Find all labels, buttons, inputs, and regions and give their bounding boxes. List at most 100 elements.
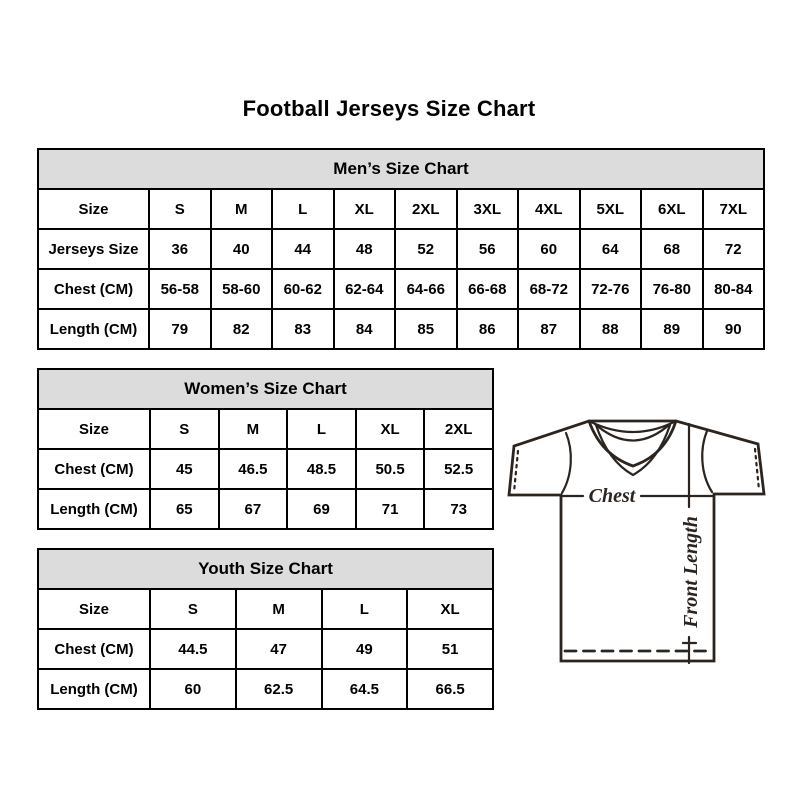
size-value-cell: 56	[455, 228, 519, 270]
size-value-cell: 72	[701, 228, 765, 270]
size-value-cell: 64-66	[394, 268, 458, 310]
size-value-cell: 71	[354, 488, 426, 530]
size-value-cell: XL	[332, 188, 396, 230]
collar-back-arc-outer	[589, 420, 676, 434]
row-label-cell: Chest (CM)	[37, 448, 151, 490]
size-value-cell: 52.5	[423, 448, 494, 490]
row-label-cell: Size	[37, 588, 151, 630]
size-value-cell: 60-62	[271, 268, 335, 310]
size-value-cell: M	[234, 588, 323, 630]
size-value-cell: 64	[578, 228, 642, 270]
table-row: Length (CM) 60 62.5 64.5 66.5	[37, 668, 494, 710]
size-value-cell: 69	[286, 488, 357, 530]
armhole-seam-left	[560, 431, 572, 495]
size-value-cell: 80-84	[701, 268, 765, 310]
cuff-stitch-right	[753, 447, 761, 492]
size-value-cell: 58-60	[209, 268, 273, 310]
size-value-cell: 40	[209, 228, 273, 270]
size-value-cell: S	[149, 408, 220, 450]
size-value-cell: 66-68	[455, 268, 519, 310]
size-value-cell: 65	[149, 488, 220, 530]
table-row: Chest (CM) 44.5 47 49 51	[37, 628, 494, 670]
chest-label: Chest	[589, 485, 637, 507]
size-value-cell: L	[286, 408, 357, 450]
size-value-cell: 62-64	[332, 268, 396, 310]
size-value-cell: 52	[394, 228, 458, 270]
size-value-cell: L	[271, 188, 335, 230]
table-row: Jerseys Size 36 40 44 48 52 56 60 64 68 72	[37, 228, 765, 270]
row-label-cell: Length (CM)	[37, 668, 151, 710]
size-value-cell: 2XL	[423, 408, 494, 450]
cuff-stitch-left	[512, 449, 520, 494]
size-value-cell: 3XL	[455, 188, 519, 230]
size-value-cell: 36	[148, 228, 212, 270]
size-value-cell: 67	[217, 488, 289, 530]
front-length-label: Front Length	[680, 516, 702, 629]
size-value-cell: M	[217, 408, 289, 450]
row-label-cell: Length (CM)	[37, 308, 150, 350]
size-value-cell: 73	[423, 488, 494, 530]
row-label-cell: Size	[37, 188, 150, 230]
size-value-cell: 85	[394, 308, 458, 350]
size-value-cell: 47	[234, 628, 323, 670]
table-title: Women’s Size Chart	[37, 368, 494, 410]
table-title: Youth Size Chart	[37, 548, 494, 590]
jersey-diagram-svg: Chest Front Length	[507, 419, 766, 665]
row-label-cell: Chest (CM)	[37, 268, 150, 310]
size-value-cell: 49	[320, 628, 409, 670]
table-row: Length (CM) 79 82 83 84 85 86 87 88 89 90	[37, 308, 765, 350]
size-value-cell: 56-58	[148, 268, 212, 310]
size-value-cell: 82	[209, 308, 273, 350]
jersey-silhouette	[507, 419, 766, 663]
youth-size-table: Youth Size Chart Size S M L XL Chest (CM) 44.5 4…	[37, 548, 494, 710]
size-value-cell: 90	[701, 308, 765, 350]
size-value-cell: 45	[149, 448, 220, 490]
jersey-measurement-diagram: Chest Front Length	[504, 400, 770, 666]
size-value-cell: 60	[149, 668, 237, 710]
collar-v-outer	[587, 419, 678, 468]
row-label-cell: Length (CM)	[37, 488, 151, 530]
row-label-cell: Chest (CM)	[37, 628, 151, 670]
size-value-cell: 48	[332, 228, 396, 270]
table-row: Chest (CM) 45 46.5 48.5 50.5 52.5	[37, 448, 494, 490]
table-title-row: Youth Size Chart	[37, 548, 494, 590]
front-length-measure-line	[681, 422, 698, 665]
row-label-cell: Size	[37, 408, 151, 450]
size-value-cell: S	[148, 188, 212, 230]
table-row: Size S M L XL 2XL	[37, 408, 494, 450]
size-value-cell: XL	[406, 588, 494, 630]
table-row: Chest (CM) 56-58 58-60 60-62 62-64 64-66 66-68…	[37, 268, 765, 310]
size-value-cell: 64.5	[320, 668, 409, 710]
size-value-cell: S	[149, 588, 237, 630]
size-value-cell: 66.5	[406, 668, 494, 710]
table-row: Size S M L XL 2XL 3XL 4XL 5XL 6XL 7XL	[37, 188, 765, 230]
table-title-row: Men’s Size Chart	[37, 148, 765, 190]
table-title-row: Women’s Size Chart	[37, 368, 494, 410]
size-value-cell: L	[320, 588, 409, 630]
collar-v-inner	[594, 423, 672, 477]
mens-size-table: Men’s Size Chart Size S M L XL 2XL 3XL 4XL 5XL 6XL…	[37, 148, 765, 350]
size-value-cell: 2XL	[394, 188, 458, 230]
size-value-cell: 4XL	[517, 188, 581, 230]
size-value-cell: 79	[148, 308, 212, 350]
size-value-cell: XL	[354, 408, 426, 450]
size-value-cell: 84	[332, 308, 396, 350]
size-value-cell: 72-76	[578, 268, 642, 310]
size-value-cell: 87	[517, 308, 581, 350]
size-value-cell: 68	[640, 228, 704, 270]
size-value-cell: 6XL	[640, 188, 704, 230]
collar-back-arc-inner	[593, 422, 672, 442]
table-row: Length (CM) 65 67 69 71 73	[37, 488, 494, 530]
size-value-cell: 68-72	[517, 268, 581, 310]
table-row: Size S M L XL	[37, 588, 494, 630]
size-value-cell: 83	[271, 308, 335, 350]
size-value-cell: 7XL	[701, 188, 765, 230]
size-value-cell: 51	[406, 628, 494, 670]
size-value-cell: 5XL	[578, 188, 642, 230]
size-value-cell: 89	[640, 308, 704, 350]
size-value-cell: M	[209, 188, 273, 230]
size-value-cell: 48.5	[286, 448, 357, 490]
table-title: Men’s Size Chart	[37, 148, 765, 190]
size-value-cell: 60	[517, 228, 581, 270]
